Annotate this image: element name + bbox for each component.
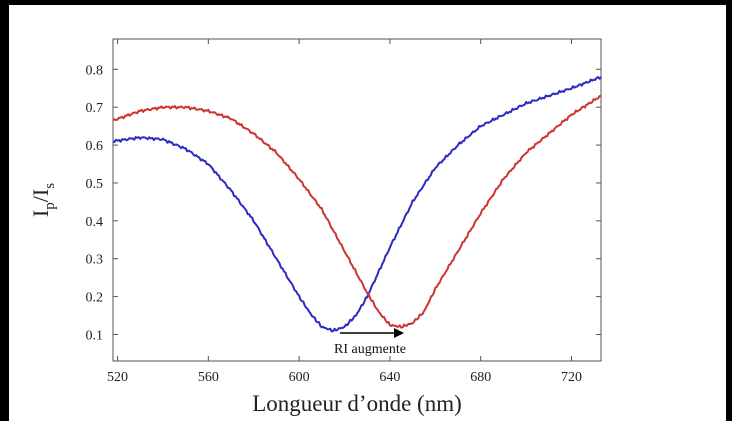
- x-tick-label: 680: [470, 370, 491, 385]
- y-tick-label: 0.4: [86, 215, 104, 230]
- blue-series-line: [112, 76, 602, 333]
- x-tick-label: 560: [198, 370, 219, 385]
- y-tick-label: 0.2: [86, 291, 104, 306]
- y-axis-ticks: 0.1 0.2 0.3 0.4 0.5 0.6 0.7 0.8: [86, 63, 601, 343]
- series-lines: [112, 76, 602, 333]
- y-tick-label: 0.8: [86, 63, 104, 78]
- shift-annotation: RI augmente: [334, 328, 406, 357]
- x-axis-label: Longueur d’onde (nm): [252, 391, 462, 416]
- x-tick-label: 600: [289, 370, 310, 385]
- y-tick-label: 0.6: [86, 139, 104, 154]
- x-tick-label: 640: [379, 370, 400, 385]
- plot-area: [112, 38, 602, 362]
- shift-arrow-head: [394, 328, 404, 338]
- annotation-text: RI augmente: [334, 342, 406, 357]
- x-tick-label: 720: [561, 370, 582, 385]
- y-tick-label: 0.3: [86, 253, 104, 268]
- y-tick-label: 0.5: [86, 177, 104, 192]
- y-tick-label: 0.1: [86, 328, 104, 343]
- y-tick-label: 0.7: [86, 101, 104, 116]
- y-axis-label: Ip/Is: [28, 183, 58, 217]
- red-series-line: [112, 94, 602, 329]
- x-tick-label: 520: [107, 370, 128, 385]
- x-axis-ticks: 520 560 600 640 680 720: [107, 39, 582, 385]
